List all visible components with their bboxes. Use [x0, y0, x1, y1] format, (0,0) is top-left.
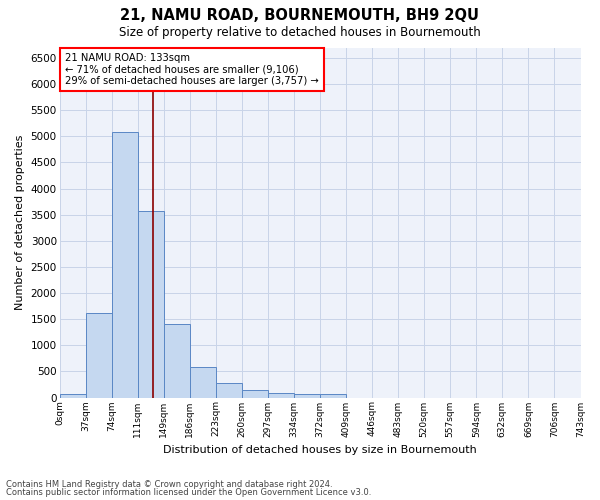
- Text: Contains HM Land Registry data © Crown copyright and database right 2024.: Contains HM Land Registry data © Crown c…: [6, 480, 332, 489]
- Bar: [86, 312, 112, 398]
- Bar: [164, 324, 190, 398]
- Bar: [112, 132, 138, 398]
- Bar: [242, 390, 268, 398]
- X-axis label: Distribution of detached houses by size in Bournemouth: Distribution of detached houses by size …: [163, 445, 477, 455]
- Text: Size of property relative to detached houses in Bournemouth: Size of property relative to detached ho…: [119, 26, 481, 39]
- Bar: [190, 368, 216, 398]
- Bar: [59, 394, 86, 398]
- Text: 21, NAMU ROAD, BOURNEMOUTH, BH9 2QU: 21, NAMU ROAD, BOURNEMOUTH, BH9 2QU: [121, 8, 479, 22]
- Bar: [216, 382, 242, 398]
- Y-axis label: Number of detached properties: Number of detached properties: [15, 135, 25, 310]
- Text: Contains public sector information licensed under the Open Government Licence v3: Contains public sector information licen…: [6, 488, 371, 497]
- Bar: [320, 394, 346, 398]
- Bar: [138, 211, 164, 398]
- Bar: [268, 393, 294, 398]
- Text: 21 NAMU ROAD: 133sqm
← 71% of detached houses are smaller (9,106)
29% of semi-de: 21 NAMU ROAD: 133sqm ← 71% of detached h…: [65, 53, 319, 86]
- Bar: [294, 394, 320, 398]
